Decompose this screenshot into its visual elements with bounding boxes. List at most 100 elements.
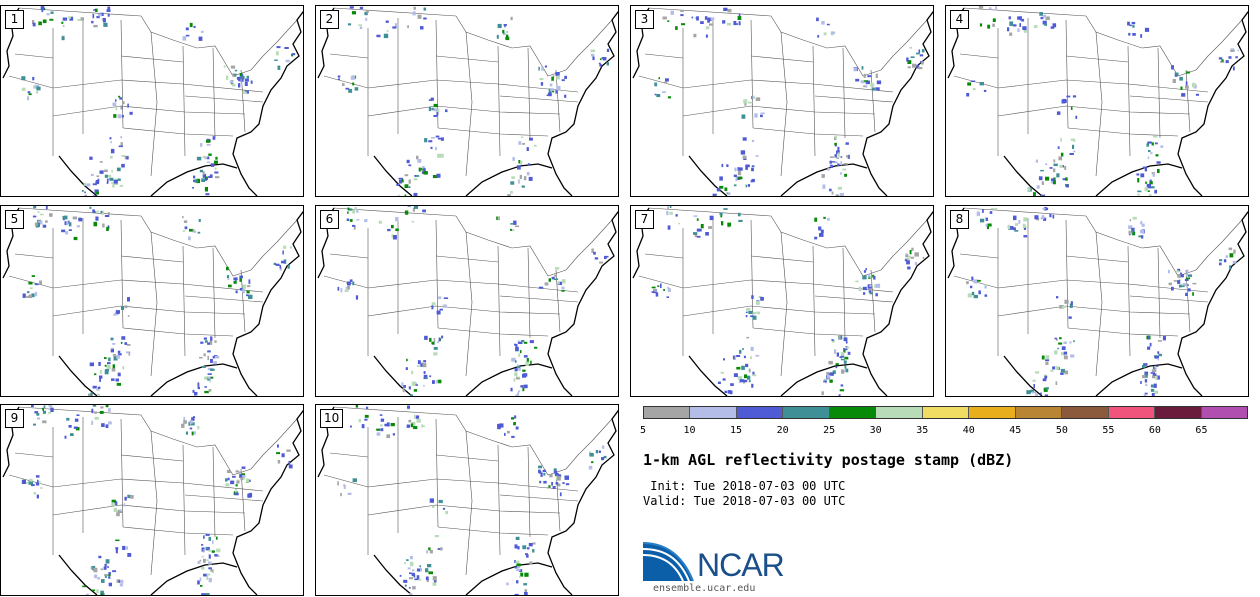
state-border — [465, 231, 473, 377]
reflectivity-cell — [506, 34, 509, 39]
chart-title: 1-km AGL reflectivity postage stamp (dBZ… — [643, 451, 1014, 469]
colorbar-tick-label: 10 — [683, 425, 696, 436]
reflectivity-cell — [1052, 366, 1055, 370]
reflectivity-cell — [1034, 215, 1039, 220]
reflectivity-cell — [213, 361, 217, 365]
reflectivity-cell — [208, 536, 211, 541]
reflectivity-cell — [93, 24, 98, 28]
reflectivity-cell — [727, 390, 732, 394]
reflectivity-cell — [826, 23, 830, 26]
reflectivity-cell — [441, 153, 444, 158]
reflectivity-cell — [84, 191, 86, 194]
reflectivity-cell — [738, 13, 741, 17]
reflectivity-cell — [391, 234, 394, 239]
reflectivity-cell — [832, 370, 836, 374]
reflectivity-cell — [417, 360, 421, 365]
reflectivity-cell — [1144, 167, 1147, 172]
reflectivity-cell — [423, 7, 427, 11]
state-border — [527, 446, 531, 538]
reflectivity-cell — [227, 477, 230, 481]
reflectivity-cell — [437, 379, 442, 384]
reflectivity-cell — [108, 576, 111, 579]
reflectivity-cell — [216, 536, 218, 540]
reflectivity-cell — [409, 556, 413, 560]
reflectivity-cell — [524, 592, 528, 595]
reflectivity-cell — [590, 49, 596, 53]
reflectivity-cell — [227, 278, 230, 280]
reflectivity-cell — [1045, 176, 1050, 181]
reflectivity-cell — [123, 503, 126, 507]
reflectivity-cell — [838, 335, 841, 340]
reflectivity-cell — [89, 362, 94, 367]
reflectivity-cell — [116, 167, 121, 172]
reflectivity-cell — [988, 7, 992, 10]
reflectivity-cell — [510, 387, 513, 392]
reflectivity-cell — [735, 176, 738, 182]
reflectivity-cell — [1064, 299, 1069, 304]
reflectivity-cell — [1151, 369, 1157, 373]
us-map — [947, 6, 1248, 196]
reflectivity-cell — [423, 17, 427, 20]
reflectivity-cell — [522, 143, 526, 145]
reflectivity-cell — [517, 368, 521, 371]
reflectivity-cell — [214, 355, 220, 359]
reflectivity-cell — [922, 256, 925, 259]
reflectivity-cell — [117, 178, 121, 181]
reflectivity-cell — [103, 566, 107, 570]
reflectivity-cell — [105, 424, 109, 428]
reflectivity-cell — [721, 221, 724, 226]
reflectivity-cell — [411, 421, 416, 426]
reflectivity-cell — [396, 183, 400, 186]
reflectivity-cell — [523, 176, 527, 181]
reflectivity-cell — [36, 412, 40, 416]
reflectivity-cell — [1223, 259, 1227, 263]
reflectivity-cell — [513, 378, 516, 382]
state-border — [963, 7, 1243, 77]
reflectivity-cell — [240, 75, 245, 80]
reflectivity-cell — [118, 580, 121, 583]
reflectivity-cell — [109, 155, 113, 159]
reflectivity-cell — [192, 389, 195, 393]
reflectivity-cell — [242, 289, 245, 294]
reflectivity-cell — [751, 383, 754, 388]
reflectivity-cell — [516, 563, 521, 567]
reflectivity-cell — [542, 469, 547, 472]
reflectivity-cell — [748, 368, 751, 373]
reflectivity-cell — [1033, 384, 1035, 389]
reflectivity-cell — [432, 576, 437, 581]
reflectivity-cell — [428, 547, 431, 551]
reflectivity-cell — [286, 449, 291, 452]
reflectivity-cell — [64, 221, 69, 226]
coastline — [58, 155, 238, 196]
reflectivity-cell — [1018, 220, 1021, 224]
reflectivity-cell — [977, 279, 981, 282]
reflectivity-cell — [350, 425, 352, 428]
reflectivity-cell — [565, 483, 570, 486]
reflectivity-cell — [830, 156, 834, 158]
coastline — [317, 207, 618, 396]
reflectivity-cell — [745, 165, 748, 170]
reflectivity-cell — [193, 175, 196, 179]
reflectivity-cell — [94, 574, 98, 579]
reflectivity-cell — [37, 479, 39, 483]
reflectivity-cell — [385, 20, 389, 23]
reflectivity-cell — [115, 310, 120, 314]
reflectivity-cell — [834, 137, 836, 141]
state-border — [752, 327, 864, 337]
reflectivity-cell — [86, 593, 89, 595]
state-border — [14, 253, 54, 259]
reflectivity-cell — [743, 99, 748, 104]
reflectivity-cell — [551, 76, 554, 81]
reflectivity-cell — [432, 175, 437, 179]
reflectivity-cell — [558, 281, 560, 285]
reflectivity-cell — [348, 88, 353, 93]
reflectivity-cell — [1068, 316, 1072, 319]
reflectivity-cell — [343, 484, 346, 489]
reflectivity-cell — [829, 160, 832, 164]
reflectivity-cell — [875, 283, 881, 288]
reflectivity-cell — [1168, 269, 1170, 274]
reflectivity-cell — [1072, 95, 1077, 98]
reflectivity-cell — [539, 480, 542, 484]
reflectivity-cell — [1148, 335, 1150, 340]
reflectivity-cell — [210, 569, 213, 572]
